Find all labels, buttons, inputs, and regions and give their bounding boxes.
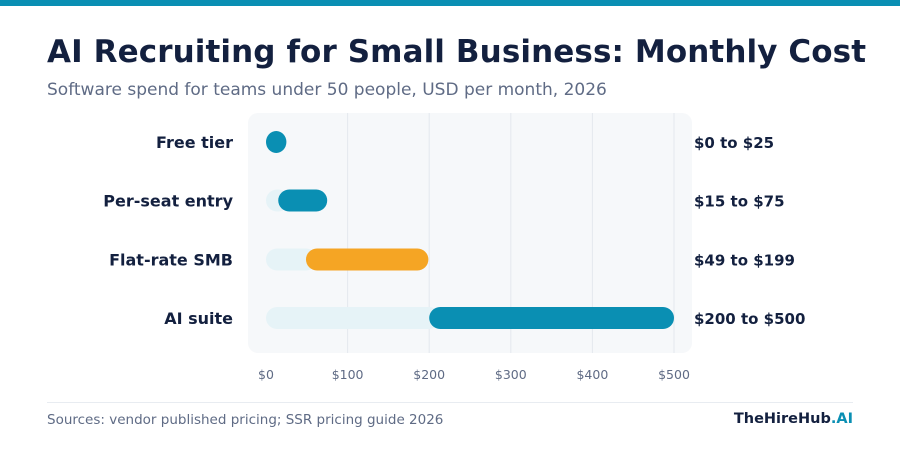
brand-name: TheHireHub — [733, 411, 831, 427]
top-accent-bar — [0, 0, 900, 6]
x-tick-label: $500 — [658, 367, 690, 382]
range-bar — [266, 131, 287, 153]
footer-divider — [47, 402, 853, 403]
range-value-label: $15 to $75 — [694, 193, 785, 211]
chart-title: AI Recruiting for Small Business: Monthl… — [47, 34, 867, 70]
range-value-label: $200 to $500 — [694, 310, 805, 328]
brand-suffix: .AI — [830, 411, 853, 427]
range-value-label: $0 to $25 — [694, 134, 774, 152]
bar-track — [266, 248, 317, 271]
category-label: Flat-rate SMB — [109, 251, 233, 270]
range-bar — [429, 307, 674, 329]
bar-track — [266, 307, 441, 329]
chart-subtitle: Software spend for teams under 50 people… — [47, 80, 607, 100]
category-label: Per-seat entry — [103, 192, 233, 211]
range-bar-chart: $0 $100 $200 $300 $400 $500 Free tier $0 to $25… — [103, 113, 805, 382]
category-label: AI suite — [164, 309, 233, 328]
x-tick-label: $300 — [495, 367, 527, 382]
range-bar — [305, 248, 429, 271]
x-tick-label: $100 — [332, 367, 364, 382]
category-label: Free tier — [156, 133, 233, 152]
source-note: Sources: vendor published pricing; SSR p… — [47, 412, 444, 428]
x-tick-label: $200 — [413, 367, 445, 382]
x-tick-label: $400 — [576, 367, 608, 382]
range-bar — [278, 189, 328, 212]
brand-logo: TheHireHub.AI — [734, 411, 853, 427]
plot-area — [248, 113, 692, 353]
x-tick-label: $0 — [258, 367, 274, 382]
range-value-label: $49 to $199 — [694, 252, 795, 270]
